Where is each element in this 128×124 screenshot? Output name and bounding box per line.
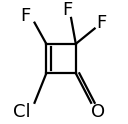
Text: Cl: Cl <box>13 103 30 121</box>
Text: F: F <box>62 1 73 19</box>
Text: F: F <box>20 7 30 25</box>
Text: F: F <box>97 14 107 32</box>
Text: O: O <box>91 103 105 121</box>
